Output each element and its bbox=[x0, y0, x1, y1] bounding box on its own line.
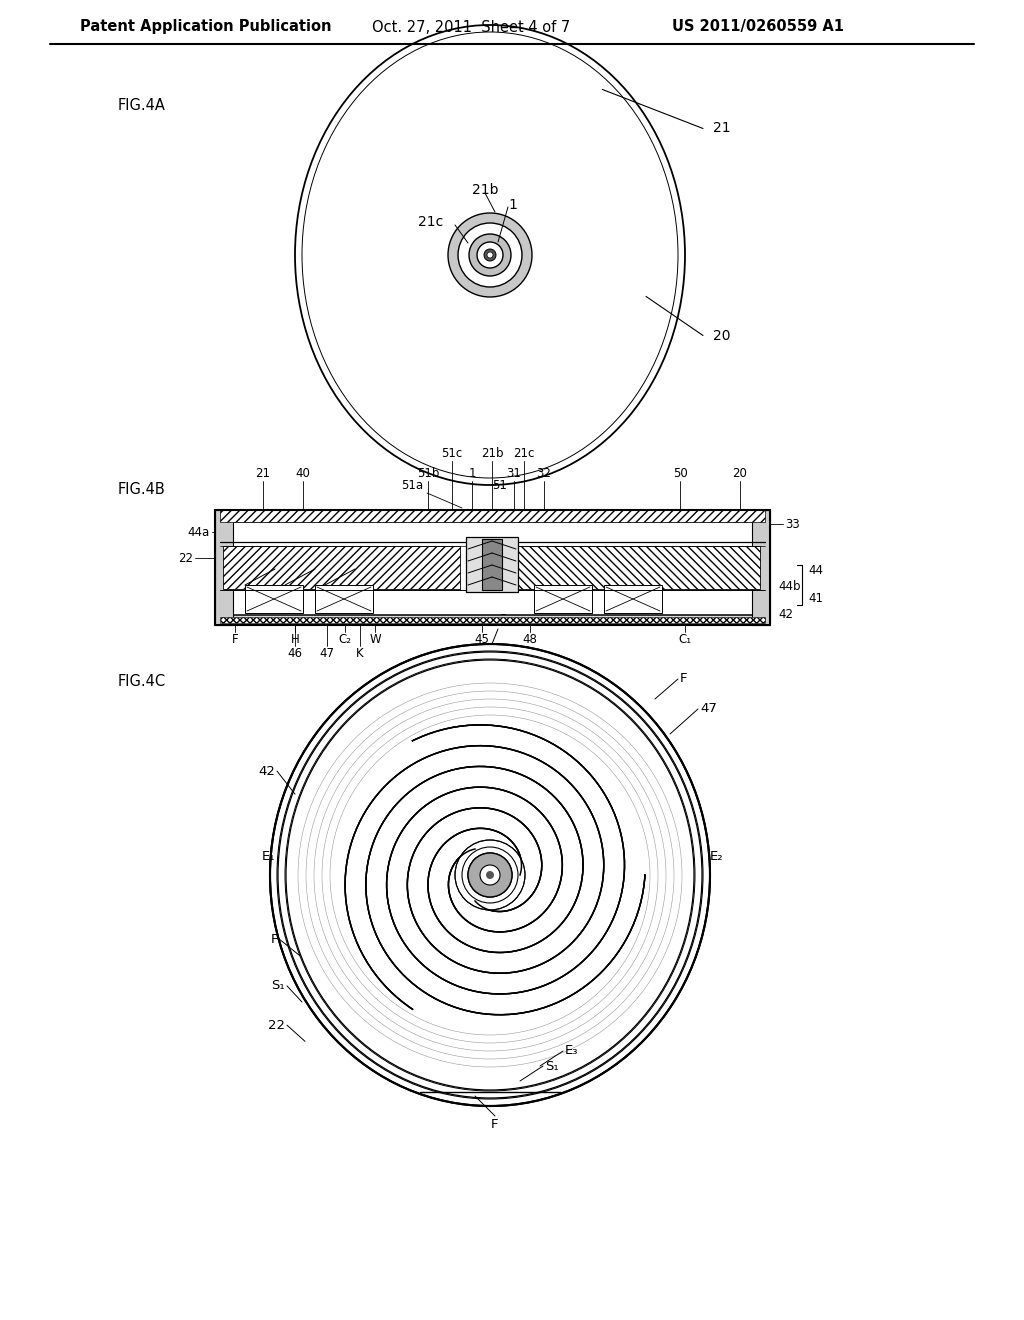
Text: 33: 33 bbox=[785, 517, 800, 531]
Bar bbox=[215, 510, 770, 521]
Bar bbox=[215, 510, 770, 624]
Text: US 2011/0260559 A1: US 2011/0260559 A1 bbox=[672, 20, 844, 34]
Text: 1: 1 bbox=[508, 198, 517, 213]
Text: 22: 22 bbox=[268, 1019, 285, 1032]
Bar bbox=[466, 537, 518, 591]
Text: FIG.4A: FIG.4A bbox=[118, 98, 166, 112]
Circle shape bbox=[469, 234, 511, 276]
Ellipse shape bbox=[270, 644, 710, 1106]
Text: 51c: 51c bbox=[441, 447, 463, 459]
Bar bbox=[220, 510, 765, 521]
Text: 32: 32 bbox=[537, 467, 552, 480]
Text: 47: 47 bbox=[700, 702, 717, 715]
Text: 21: 21 bbox=[256, 467, 270, 480]
Text: 20: 20 bbox=[713, 329, 730, 342]
Circle shape bbox=[484, 249, 496, 261]
Text: 50: 50 bbox=[673, 467, 687, 480]
Text: S₁: S₁ bbox=[545, 1060, 559, 1072]
Circle shape bbox=[468, 853, 512, 898]
Bar bbox=[215, 615, 770, 624]
Bar bbox=[215, 510, 233, 624]
Ellipse shape bbox=[335, 719, 645, 1030]
Circle shape bbox=[468, 853, 512, 898]
Bar bbox=[245, 585, 303, 612]
Text: 48: 48 bbox=[522, 634, 538, 645]
Bar bbox=[534, 585, 592, 612]
Circle shape bbox=[477, 242, 503, 268]
Bar bbox=[752, 510, 770, 624]
Text: F: F bbox=[270, 933, 278, 946]
Circle shape bbox=[458, 223, 522, 286]
Text: E₂: E₂ bbox=[710, 850, 724, 863]
Bar bbox=[220, 616, 765, 623]
Text: H: H bbox=[291, 634, 299, 645]
Text: 41: 41 bbox=[808, 591, 823, 605]
Text: FIG.4B: FIG.4B bbox=[118, 483, 166, 498]
Text: 21: 21 bbox=[713, 121, 731, 136]
Text: W: W bbox=[370, 634, 381, 645]
Text: C₁: C₁ bbox=[679, 634, 691, 645]
Text: 51: 51 bbox=[493, 479, 508, 492]
Ellipse shape bbox=[333, 718, 647, 1032]
Text: 44b: 44b bbox=[778, 581, 801, 594]
Text: S₁: S₁ bbox=[499, 612, 512, 626]
Text: 51b: 51b bbox=[417, 467, 439, 480]
Text: Oct. 27, 2011  Sheet 4 of 7: Oct. 27, 2011 Sheet 4 of 7 bbox=[372, 20, 570, 34]
Text: 44: 44 bbox=[808, 564, 823, 577]
Text: 46: 46 bbox=[288, 647, 302, 660]
Circle shape bbox=[480, 865, 500, 884]
Text: F: F bbox=[231, 634, 239, 645]
Text: K: K bbox=[356, 647, 364, 660]
Circle shape bbox=[480, 865, 500, 884]
Text: F: F bbox=[492, 1118, 499, 1131]
Text: S₁: S₁ bbox=[271, 979, 285, 993]
Text: 31: 31 bbox=[507, 467, 521, 480]
Text: 22: 22 bbox=[178, 552, 193, 565]
Text: F: F bbox=[680, 672, 687, 685]
Text: 20: 20 bbox=[732, 467, 748, 480]
Circle shape bbox=[455, 840, 525, 909]
Text: 44a: 44a bbox=[187, 525, 210, 539]
Circle shape bbox=[486, 871, 494, 879]
Text: E₁: E₁ bbox=[261, 850, 275, 863]
Bar bbox=[604, 585, 662, 612]
Text: 21b: 21b bbox=[480, 447, 503, 459]
Text: 21c: 21c bbox=[513, 447, 535, 459]
Text: 40: 40 bbox=[296, 467, 310, 480]
Bar bbox=[315, 585, 373, 612]
Text: Patent Application Publication: Patent Application Publication bbox=[80, 20, 332, 34]
Circle shape bbox=[487, 252, 493, 257]
Text: E₃: E₃ bbox=[565, 1044, 579, 1057]
Text: C₂: C₂ bbox=[339, 634, 351, 645]
Text: 21c: 21c bbox=[418, 215, 443, 228]
Text: 21b: 21b bbox=[472, 183, 499, 197]
Text: FIG.4C: FIG.4C bbox=[118, 675, 166, 689]
Circle shape bbox=[456, 841, 524, 909]
Circle shape bbox=[449, 213, 532, 297]
Bar bbox=[512, 546, 760, 589]
Text: 47: 47 bbox=[319, 647, 335, 660]
Text: 1: 1 bbox=[468, 467, 476, 480]
Text: 42: 42 bbox=[778, 609, 793, 622]
Bar bbox=[482, 539, 502, 590]
Text: 45: 45 bbox=[474, 634, 489, 645]
Text: 51a: 51a bbox=[401, 479, 423, 492]
Bar bbox=[223, 546, 460, 589]
Text: 42: 42 bbox=[258, 764, 275, 777]
